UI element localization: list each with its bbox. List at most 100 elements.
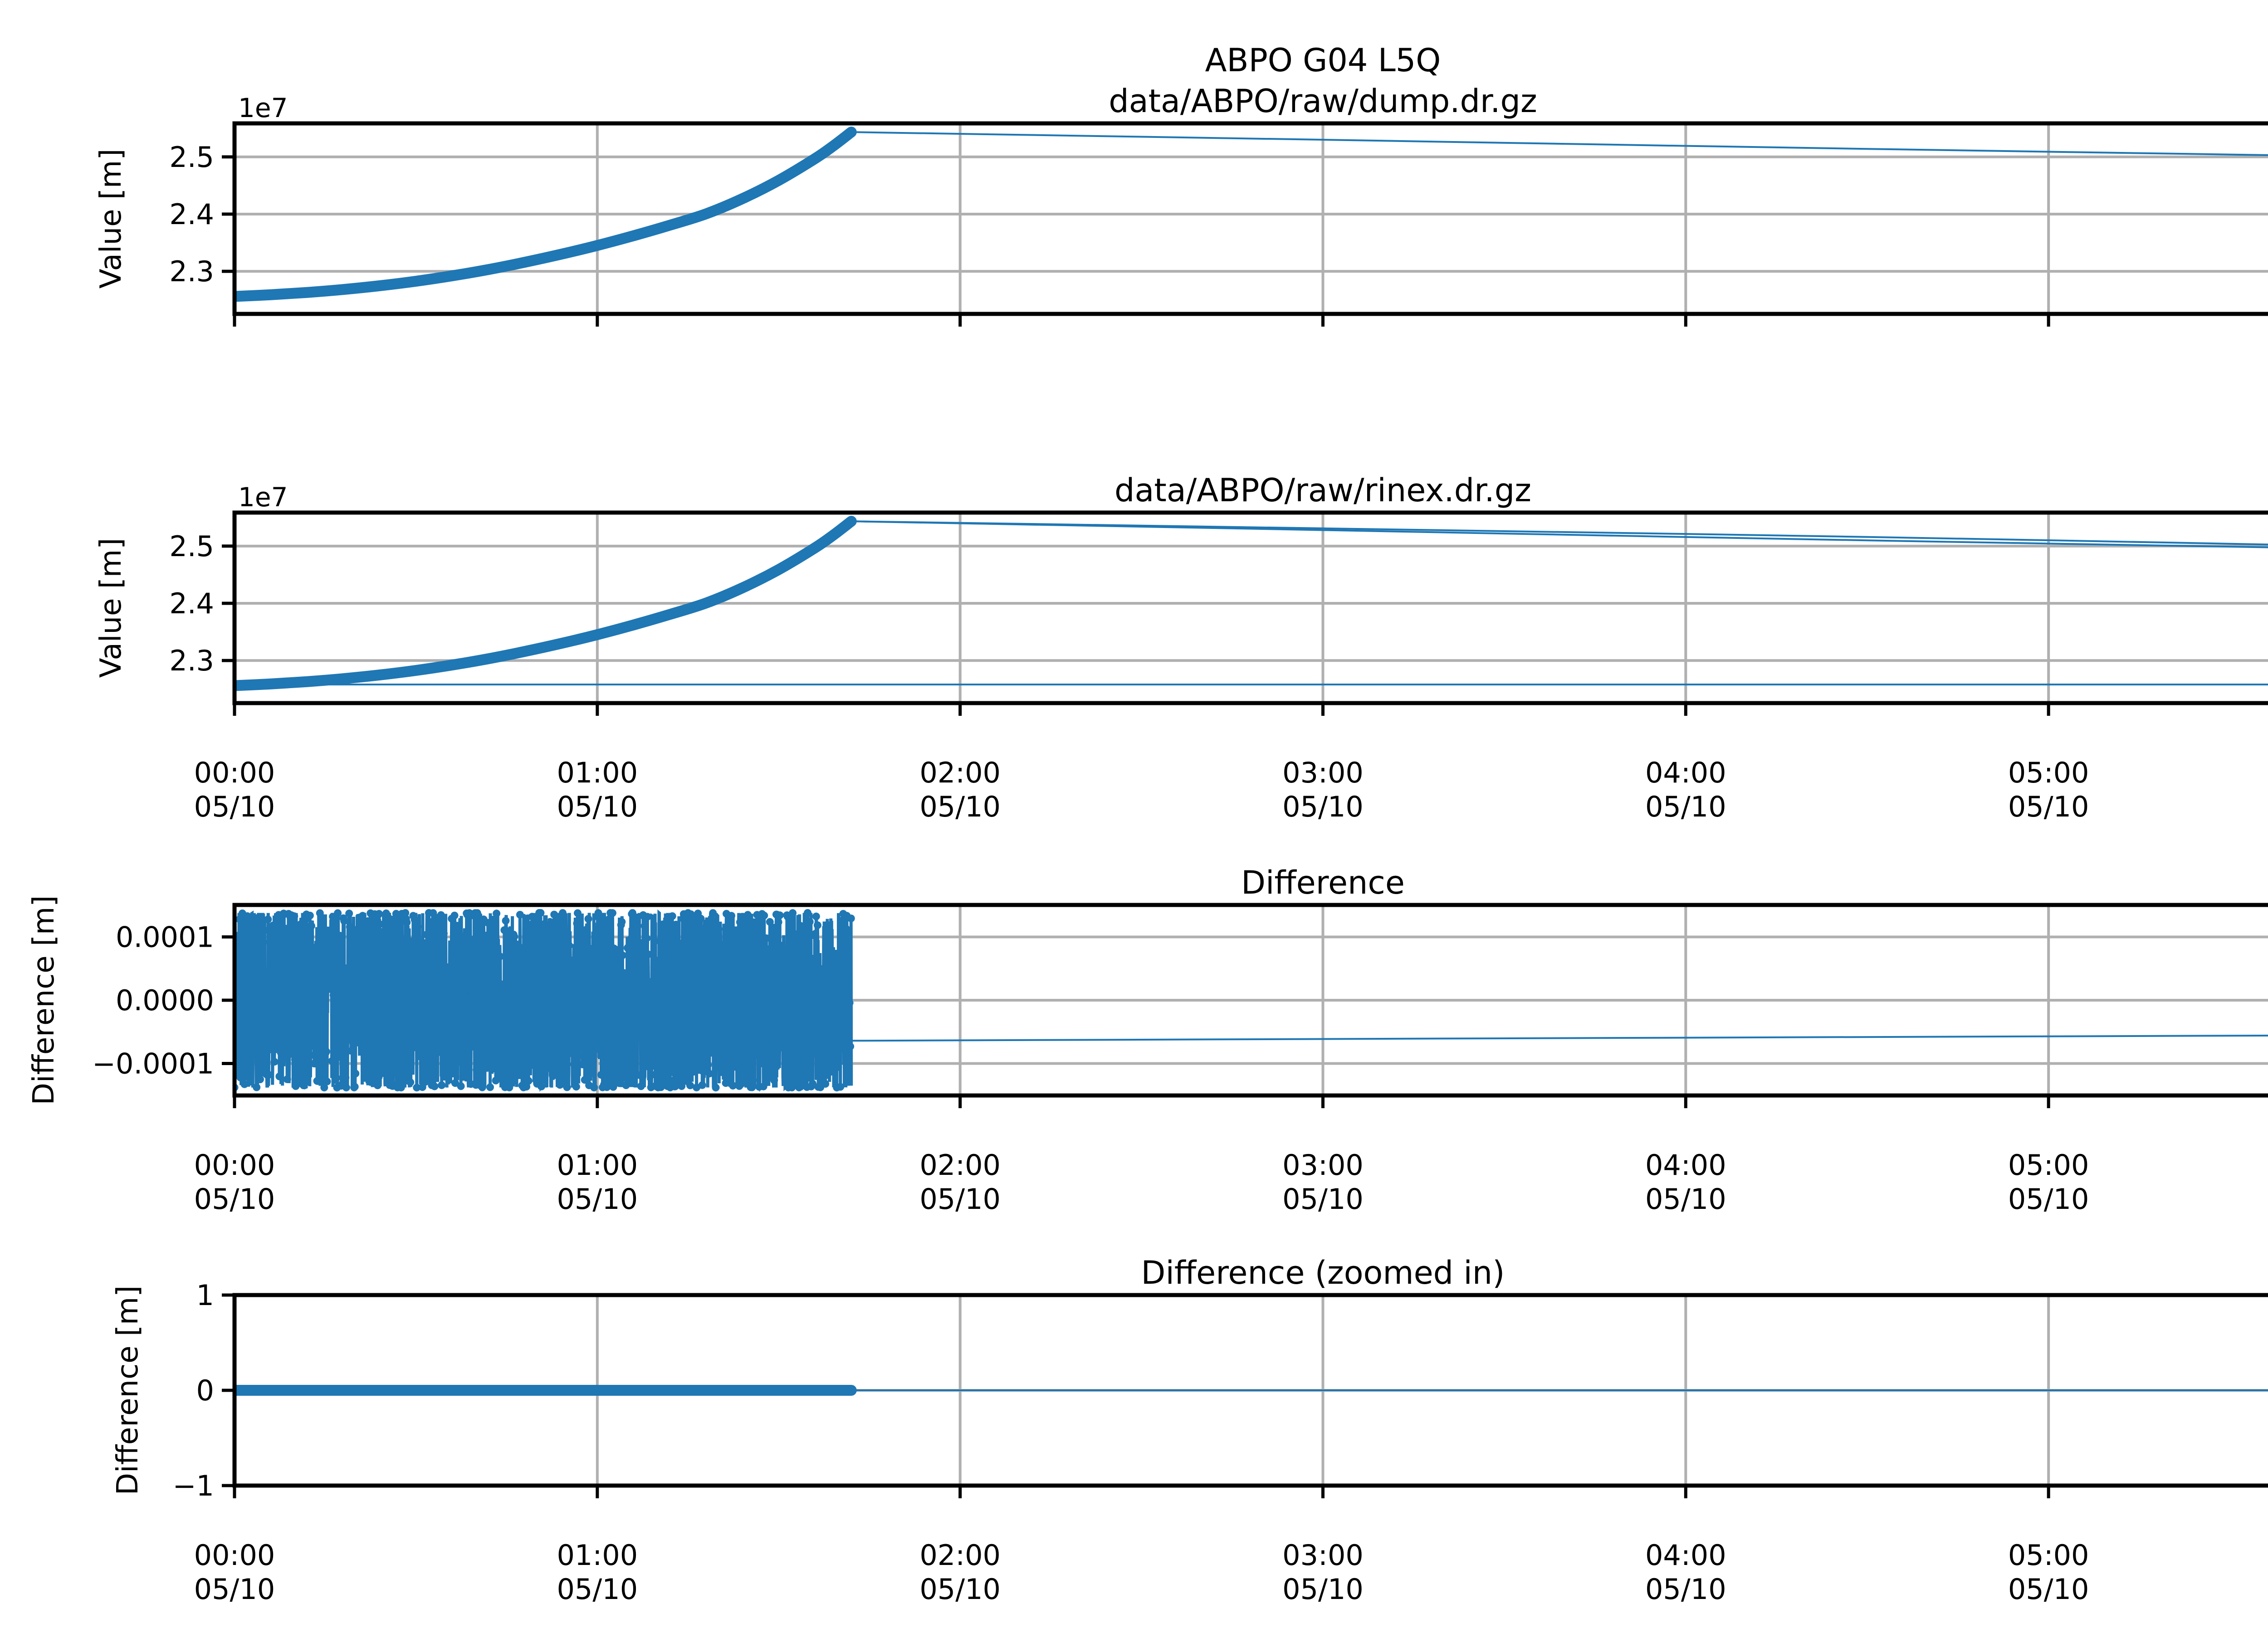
data-point-marker	[433, 1015, 441, 1023]
data-point-marker	[422, 944, 430, 951]
data-point-marker	[680, 1077, 689, 1085]
data-point-marker	[676, 1065, 684, 1073]
data-point-marker	[489, 1010, 498, 1017]
data-point-marker	[808, 1080, 816, 1088]
data-point-marker	[631, 914, 640, 922]
data-point-marker	[692, 1044, 700, 1052]
data-point-marker	[328, 1057, 336, 1065]
data-point-marker	[301, 1071, 309, 1080]
data-point-marker	[381, 920, 389, 929]
x-tick-label-time: 00:00	[194, 1149, 275, 1182]
data-point-marker	[724, 1035, 732, 1043]
x-tick-label-date: 05/10	[557, 1183, 638, 1216]
data-point-marker	[342, 1074, 350, 1082]
data-point-marker	[634, 950, 642, 958]
y-tick-label: 0.0000	[116, 984, 214, 1017]
data-point-marker	[356, 997, 364, 1005]
data-point-marker	[499, 1056, 508, 1064]
data-point-marker	[588, 997, 596, 1005]
data-point-marker	[771, 1049, 779, 1057]
data-point-marker	[398, 993, 406, 1001]
data-point-marker	[748, 1083, 756, 1091]
data-point-marker	[642, 963, 650, 972]
data-point-marker	[503, 990, 511, 998]
data-point-marker	[776, 911, 784, 919]
x-tick-label-time: 02:00	[919, 756, 1001, 789]
data-point-marker	[744, 911, 752, 919]
data-point-marker	[791, 939, 799, 948]
data-point-marker	[767, 1025, 775, 1033]
data-point-marker	[579, 1061, 587, 1069]
data-point-marker	[294, 1013, 303, 1022]
x-tick-label-time: 00:00	[194, 1539, 275, 1572]
data-point-marker	[514, 976, 523, 984]
data-point-marker	[543, 1064, 551, 1072]
data-point-marker	[348, 932, 356, 940]
data-point-marker	[644, 950, 652, 958]
series-layer	[235, 909, 2268, 1092]
data-point-marker	[327, 951, 335, 959]
data-point-marker	[332, 1045, 340, 1053]
data-point-marker	[453, 990, 461, 998]
data-point-marker	[541, 919, 549, 928]
data-point-marker	[340, 917, 348, 925]
data-point-marker	[793, 1033, 801, 1041]
data-point-marker	[831, 1026, 840, 1034]
data-point-marker	[673, 1041, 681, 1049]
data-point-marker	[371, 1004, 380, 1012]
data-point-marker	[490, 920, 499, 929]
data-point-marker	[484, 919, 492, 927]
data-point-marker	[474, 1047, 483, 1055]
data-point-marker	[561, 974, 569, 982]
data-point-marker	[337, 1028, 345, 1037]
data-point-marker	[809, 959, 817, 967]
data-point-marker	[461, 1066, 469, 1075]
data-point-marker	[507, 1052, 515, 1061]
data-point-marker	[764, 987, 772, 995]
y-tick-label: 2.3	[169, 644, 214, 677]
data-point-marker	[357, 961, 365, 969]
data-point-marker	[250, 980, 259, 988]
data-point-marker	[428, 972, 436, 980]
data-point-marker	[448, 1070, 456, 1078]
data-point-marker	[714, 925, 723, 933]
x-tick-label-date: 05/10	[1282, 1183, 1364, 1216]
data-point-marker	[417, 949, 425, 958]
subplot-rinex: 00:0005/1001:0005/1002:0005/1003:0005/10…	[94, 472, 2268, 823]
data-point-marker	[470, 993, 479, 1001]
data-point-marker	[538, 1040, 546, 1048]
y-tick-label: 1	[196, 1279, 214, 1312]
x-tick-label-time: 05:00	[2008, 1149, 2089, 1182]
data-point-marker	[341, 1066, 349, 1074]
data-point-marker	[728, 912, 735, 920]
data-point-marker	[386, 943, 395, 951]
data-point-marker	[593, 941, 601, 949]
data-point-marker	[271, 921, 279, 929]
data-point-marker	[372, 1042, 380, 1051]
data-point-marker	[294, 997, 302, 1005]
x-tick-label-time: 05:00	[2008, 1539, 2089, 1572]
data-point-marker	[367, 993, 375, 1001]
data-point-marker	[625, 1026, 633, 1034]
data-point-marker	[513, 1012, 520, 1020]
data-point-marker	[619, 983, 627, 992]
data-point-marker	[435, 1006, 444, 1014]
data-point-marker	[688, 925, 696, 933]
data-point-marker	[704, 961, 713, 969]
data-point-marker	[369, 1069, 376, 1077]
data-point-marker	[586, 1070, 594, 1078]
data-point-marker	[704, 1061, 712, 1069]
data-point-marker	[505, 1083, 513, 1091]
data-point-marker	[574, 909, 582, 917]
data-point-marker	[437, 911, 445, 919]
data-point-marker	[359, 912, 367, 920]
data-point-marker	[247, 914, 255, 922]
x-tick-label-date: 05/10	[2008, 1573, 2089, 1606]
data-point-marker	[549, 941, 557, 949]
data-point-marker	[739, 1079, 747, 1087]
data-point-marker	[736, 918, 744, 926]
tick-marks	[222, 1293, 2050, 1498]
data-point-marker	[527, 1034, 535, 1042]
data-point-marker	[474, 911, 482, 919]
data-point-marker	[547, 968, 555, 976]
